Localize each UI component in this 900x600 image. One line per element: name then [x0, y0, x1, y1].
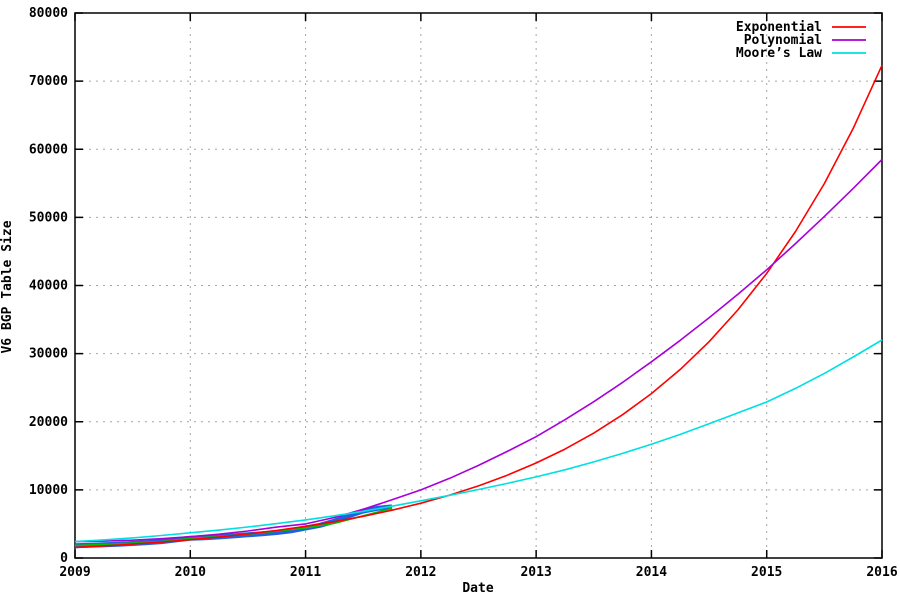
moores-law-fit-line: [74, 339, 883, 543]
x-tick-label: 2015: [751, 565, 782, 580]
y-tick-label: 30000: [29, 347, 68, 362]
x-tick-label: 2014: [636, 565, 667, 580]
y-axis-title: V6 BGP Table Size: [0, 220, 15, 353]
legend-label: Polynomial: [744, 33, 822, 48]
y-tick-label: 50000: [29, 210, 68, 225]
y-tick-label: 40000: [29, 279, 68, 294]
x-tick-label: 2016: [866, 565, 897, 580]
y-tick-label: 20000: [29, 415, 68, 430]
x-tick-label: 2012: [405, 565, 436, 580]
exponential-fit-line: [74, 64, 883, 549]
plot-frame: [74, 12, 883, 559]
x-axis-title: Date: [462, 581, 493, 596]
legend-label: Exponential: [736, 20, 822, 35]
polynomial-fit-line: [74, 158, 883, 543]
x-tick-label: 2011: [290, 565, 321, 580]
y-tick-label: 70000: [29, 74, 68, 89]
y-tick-label: 0: [60, 551, 68, 566]
legend-label: Moore’s Law: [736, 46, 822, 61]
y-tick-label: 80000: [29, 6, 68, 21]
x-tick-label: 2013: [520, 565, 551, 580]
y-tick-label: 10000: [29, 483, 68, 498]
y-tick-label: 60000: [29, 142, 68, 157]
x-tick-label: 2009: [59, 565, 90, 580]
x-tick-label: 2010: [175, 565, 206, 580]
